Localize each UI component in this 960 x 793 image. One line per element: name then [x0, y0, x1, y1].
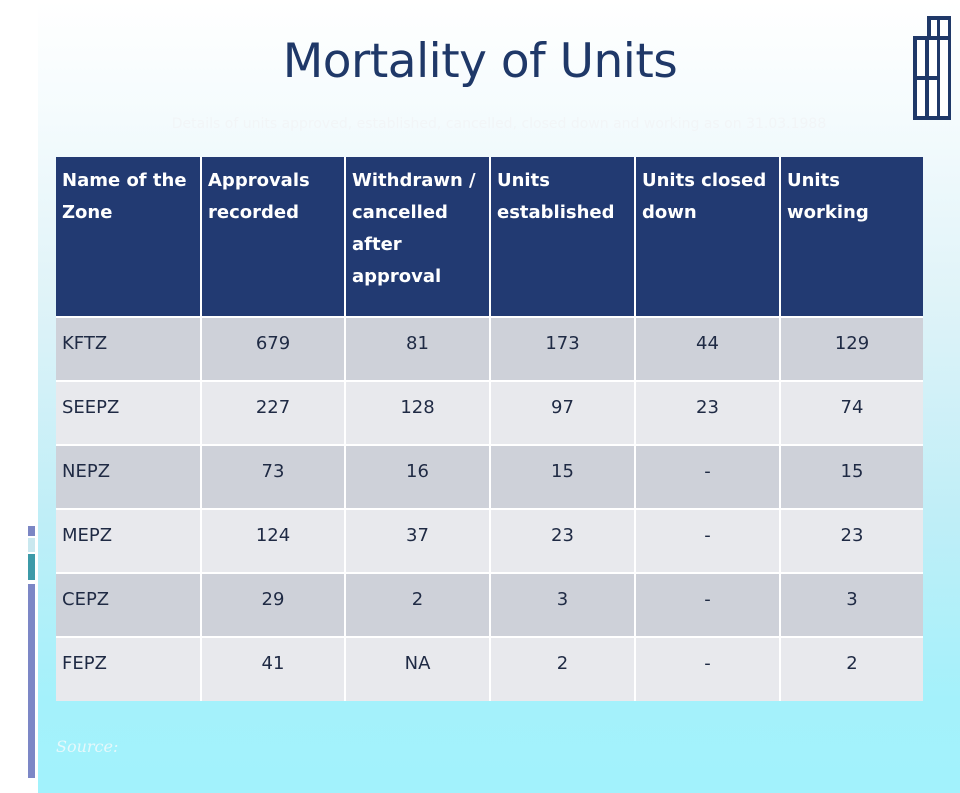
column-header-zone: Name of the Zone: [56, 157, 202, 317]
closed-value: -: [704, 653, 711, 674]
established-cell: 2: [490, 636, 636, 701]
working-cell: 2: [780, 636, 923, 701]
established-cell: 15: [490, 444, 636, 509]
withdrawn-cell: 128: [345, 380, 491, 445]
withdrawn-value: NA: [404, 653, 431, 674]
approvals-value: 124: [255, 524, 291, 546]
approvals-value: 227: [255, 396, 291, 418]
table-row: KFTZ 679 81 173 44 129: [56, 316, 923, 381]
withdrawn-value: 2: [411, 588, 424, 610]
working-value: 74: [840, 396, 864, 418]
working-cell: 23: [780, 508, 923, 573]
approvals-cell: 73: [201, 444, 346, 509]
working-value: 23: [840, 524, 864, 546]
closed-value: -: [704, 460, 711, 482]
established-cell: 173: [490, 316, 636, 381]
left-accent-bar: [28, 554, 35, 580]
established-value: 2: [556, 653, 569, 674]
approvals-cell: 124: [201, 508, 346, 573]
withdrawn-cell: 16: [345, 444, 491, 509]
established-value: 3: [556, 588, 569, 610]
table-row: FEPZ 41 NA 2 - 2: [56, 636, 923, 701]
established-cell: 3: [490, 572, 636, 637]
established-cell: 97: [490, 380, 636, 445]
working-cell: 129: [780, 316, 923, 381]
established-value: 23: [551, 524, 574, 546]
zone-name: CEPZ: [62, 588, 110, 610]
zone-name: SEEPZ: [62, 396, 120, 418]
left-accent-bar: [28, 526, 35, 536]
working-value: 2: [846, 653, 858, 674]
approvals-value: 41: [261, 653, 285, 674]
closed-value: 44: [696, 332, 719, 354]
withdrawn-cell: 2: [345, 572, 491, 637]
zone-name: KFTZ: [62, 332, 108, 354]
withdrawn-cell: 37: [345, 508, 491, 573]
approvals-value: 29: [261, 588, 285, 610]
source-label: Source:: [56, 737, 119, 756]
table-row: SEEPZ 227 128 97 23 74: [56, 380, 923, 445]
zone-cell: NEPZ: [56, 444, 202, 509]
withdrawn-value: 16: [406, 460, 429, 482]
established-value: 97: [551, 396, 574, 418]
approvals-cell: 679: [201, 316, 346, 381]
established-cell: 23: [490, 508, 636, 573]
closed-value: 23: [696, 396, 719, 418]
working-cell: 74: [780, 380, 923, 445]
mortality-table: Name of the Zone Approvals recorded With…: [56, 157, 923, 701]
withdrawn-value: 81: [406, 332, 429, 354]
working-cell: 3: [780, 572, 923, 637]
column-header-withdrawn: Withdrawn / cancelled after approval: [345, 157, 491, 317]
slide-title: Mortality of Units: [282, 34, 678, 89]
table-header-row: Name of the Zone Approvals recorded With…: [56, 157, 923, 317]
window-panes-icon: [913, 16, 951, 120]
left-accent-bar: [28, 538, 35, 552]
working-value: 15: [840, 460, 864, 482]
closed-cell: -: [635, 444, 781, 509]
approvals-cell: 41: [201, 636, 346, 701]
zone-name: NEPZ: [62, 460, 111, 482]
approvals-cell: 227: [201, 380, 346, 445]
zone-cell: SEEPZ: [56, 380, 202, 445]
withdrawn-value: 128: [400, 396, 435, 418]
working-cell: 15: [780, 444, 923, 509]
established-value: 15: [551, 460, 574, 482]
closed-cell: -: [635, 572, 781, 637]
working-value: 129: [834, 332, 870, 354]
working-value: 3: [846, 588, 858, 610]
column-header-working: Units working: [780, 157, 923, 317]
left-accent-bar: [28, 584, 35, 778]
table-row: NEPZ 73 16 15 - 15: [56, 444, 923, 509]
approvals-value: 679: [255, 332, 291, 354]
zone-cell: KFTZ: [56, 316, 202, 381]
withdrawn-cell: NA: [345, 636, 491, 701]
slide-subtitle: Details of units approved, established, …: [171, 116, 827, 132]
zone-name: MEPZ: [62, 524, 113, 546]
closed-cell: 23: [635, 380, 781, 445]
closed-value: -: [704, 524, 711, 546]
closed-cell: -: [635, 508, 781, 573]
zone-cell: CEPZ: [56, 572, 202, 637]
zone-cell: FEPZ: [56, 636, 202, 701]
withdrawn-value: 37: [406, 524, 429, 546]
closed-cell: 44: [635, 316, 781, 381]
closed-cell: -: [635, 636, 781, 701]
closed-value: -: [704, 588, 711, 610]
column-header-closed: Units closed down: [635, 157, 781, 317]
table-row: CEPZ 29 2 3 - 3: [56, 572, 923, 637]
column-header-established: Units established: [490, 157, 636, 317]
approvals-value: 73: [261, 460, 285, 482]
established-value: 173: [545, 332, 580, 354]
column-header-approvals: Approvals recorded: [201, 157, 346, 317]
zone-cell: MEPZ: [56, 508, 202, 573]
table-row: MEPZ 124 37 23 - 23: [56, 508, 923, 573]
approvals-cell: 29: [201, 572, 346, 637]
withdrawn-cell: 81: [345, 316, 491, 381]
zone-name: FEPZ: [62, 653, 107, 674]
